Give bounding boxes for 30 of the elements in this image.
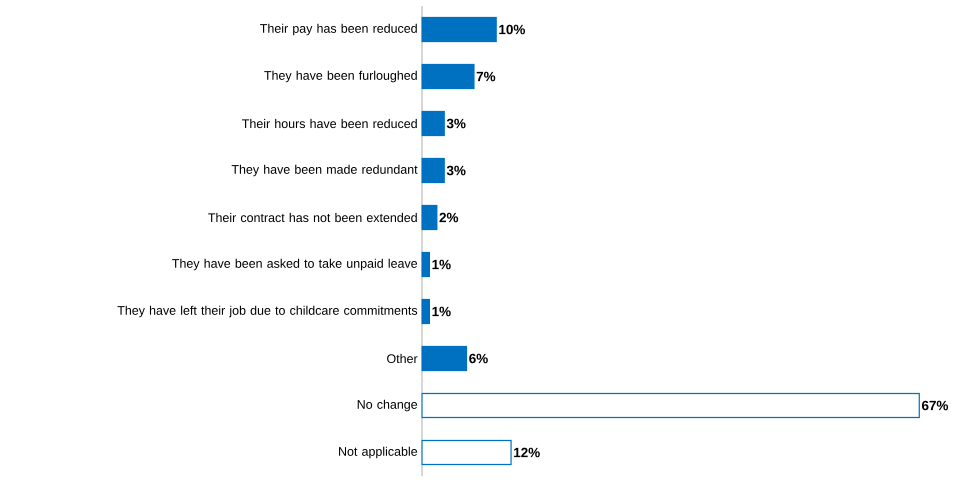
bar (421, 252, 430, 278)
bar (421, 64, 475, 90)
data-label: 1% (432, 306, 451, 316)
y-tick-label: Their pay has been reduced (260, 24, 417, 36)
y-tick-label: They have been furloughed (264, 70, 417, 82)
data-label: 12% (514, 448, 540, 458)
bar (421, 16, 497, 42)
y-tick-label: Their hours have been reduced (242, 118, 417, 128)
bar (421, 346, 468, 372)
data-label: 3% (446, 166, 466, 176)
y-tick-label: Their contract has not been extended (208, 212, 417, 222)
data-label: 2% (440, 212, 458, 222)
bar (421, 158, 445, 184)
y-tick-label: Other (387, 354, 418, 364)
data-label: 6% (469, 354, 488, 364)
bar (421, 204, 438, 230)
y-tick-label: Not applicable (339, 446, 418, 458)
data-label: 67% (922, 400, 948, 410)
data-label: 7% (476, 72, 496, 82)
bar (421, 440, 512, 466)
bar (421, 110, 445, 136)
y-tick-label: No change (358, 400, 418, 412)
data-label: 10% (499, 24, 525, 34)
y-tick-label: They have left their job due to childcare commitments (118, 306, 418, 318)
bar (421, 298, 430, 324)
data-label: 1% (432, 260, 451, 270)
y-tick-label: They have been made redundant (232, 164, 418, 176)
data-label: 3% (446, 118, 466, 128)
y-tick-label: They have been asked to take unpaid leave (172, 258, 418, 270)
bar (421, 392, 920, 418)
